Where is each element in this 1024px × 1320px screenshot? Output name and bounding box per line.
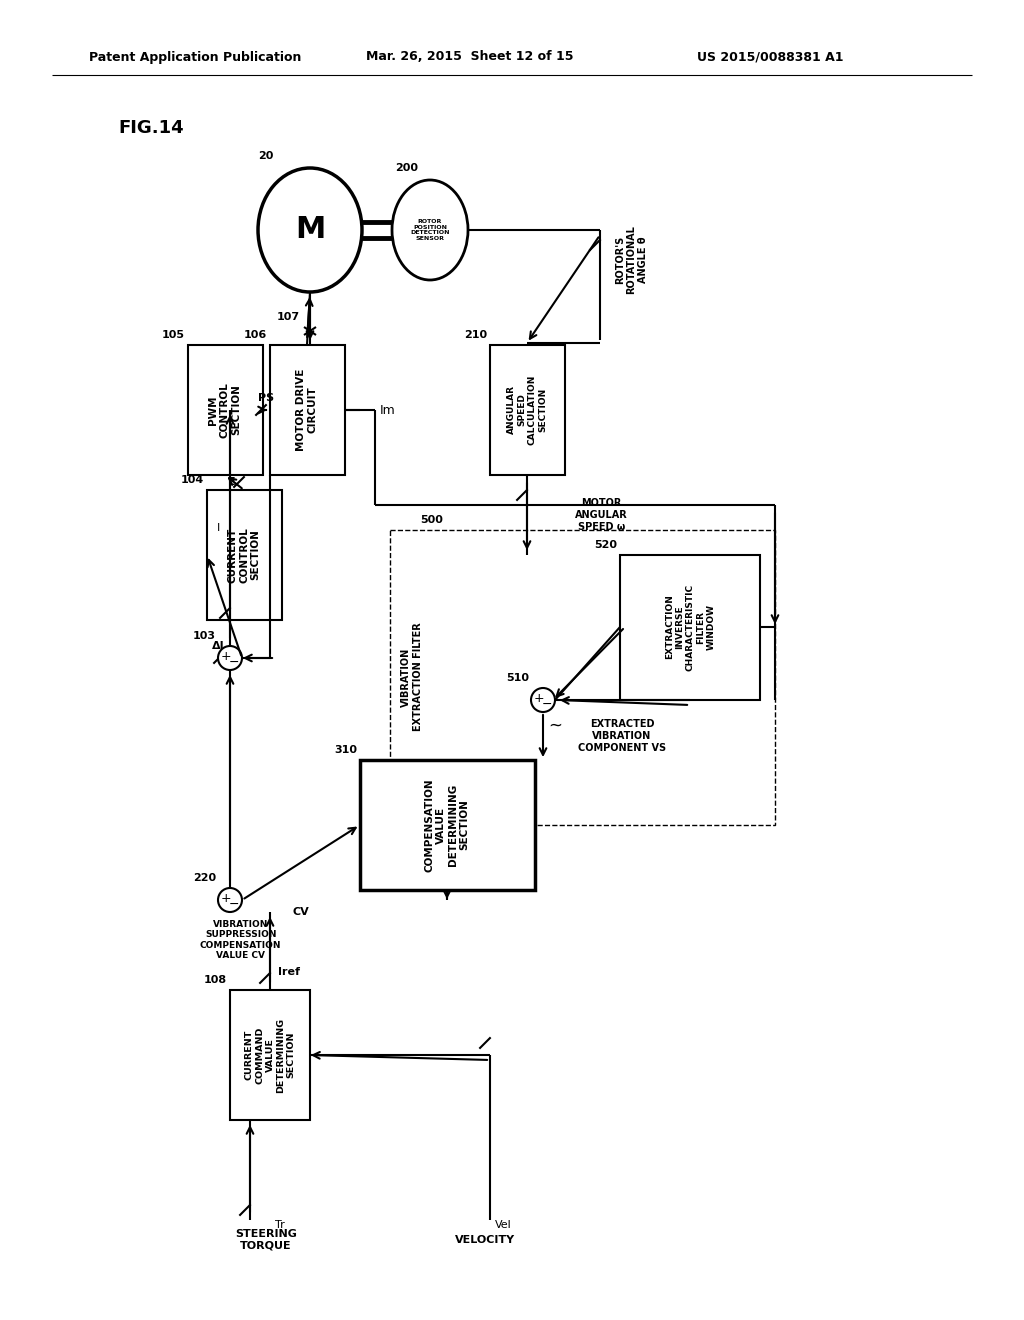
- Text: Iref: Iref: [278, 968, 300, 977]
- Text: MOTOR
ANGULAR
SPEED ω: MOTOR ANGULAR SPEED ω: [575, 499, 628, 532]
- Text: EXTRACTED
VIBRATION
COMPONENT VS: EXTRACTED VIBRATION COMPONENT VS: [578, 719, 667, 752]
- Text: US 2015/0088381 A1: US 2015/0088381 A1: [696, 50, 843, 63]
- Text: PWM
CONTROL
SECTION: PWM CONTROL SECTION: [209, 381, 242, 438]
- Text: ~: ~: [548, 717, 562, 735]
- Text: 20: 20: [258, 150, 273, 161]
- Text: 520: 520: [594, 540, 617, 550]
- Bar: [230, 990, 310, 1119]
- Text: I: I: [217, 523, 220, 533]
- Bar: [620, 554, 760, 700]
- Text: 500: 500: [420, 515, 442, 525]
- Bar: [188, 345, 263, 475]
- Text: Im: Im: [380, 404, 395, 417]
- Bar: [207, 490, 282, 620]
- Text: EXTRACTION
INVERSE
CHARACTERISTIC
FILTER
WINDOW: EXTRACTION INVERSE CHARACTERISTIC FILTER…: [665, 583, 716, 671]
- Text: 106: 106: [244, 330, 267, 341]
- Text: +: +: [221, 891, 231, 904]
- Ellipse shape: [258, 168, 362, 292]
- Text: −: −: [228, 898, 240, 911]
- Text: −: −: [542, 697, 552, 710]
- Circle shape: [218, 888, 242, 912]
- Text: CURRENT
CONTROL
SECTION: CURRENT CONTROL SECTION: [227, 527, 260, 583]
- Bar: [390, 531, 775, 825]
- Text: MOTOR DRIVE
CIRCUIT: MOTOR DRIVE CIRCUIT: [296, 368, 317, 451]
- Text: ANGULAR
SPEED
CALCULATION
SECTION: ANGULAR SPEED CALCULATION SECTION: [507, 375, 547, 445]
- Circle shape: [218, 645, 242, 671]
- Text: Mar. 26, 2015  Sheet 12 of 15: Mar. 26, 2015 Sheet 12 of 15: [367, 50, 573, 63]
- Text: FIG.14: FIG.14: [118, 119, 183, 137]
- Text: STEERING
TORQUE: STEERING TORQUE: [234, 1229, 297, 1251]
- Bar: [490, 345, 565, 475]
- Bar: [270, 345, 345, 475]
- Text: 103: 103: [193, 631, 216, 642]
- Text: CURRENT
COMMAND
VALUE
DETERMINING
SECTION: CURRENT COMMAND VALUE DETERMINING SECTIO…: [245, 1018, 295, 1093]
- Text: M: M: [295, 215, 326, 244]
- Ellipse shape: [392, 180, 468, 280]
- Text: VIBRATION
EXTRACTION FILTER: VIBRATION EXTRACTION FILTER: [401, 623, 423, 731]
- Text: +: +: [221, 649, 231, 663]
- Text: VIBRATION
SUPPRESSION
COMPENSATION
VALUE CV: VIBRATION SUPPRESSION COMPENSATION VALUE…: [200, 920, 282, 960]
- Bar: [360, 760, 535, 890]
- Text: Tr: Tr: [275, 1220, 285, 1230]
- Text: COMPENSATION
VALUE
DETERMINING
SECTION: COMPENSATION VALUE DETERMINING SECTION: [425, 779, 469, 871]
- Text: 210: 210: [464, 330, 487, 341]
- Text: CV: CV: [293, 907, 309, 917]
- Text: +: +: [534, 692, 545, 705]
- Text: Vel: Vel: [495, 1220, 512, 1230]
- Text: ROTOR
POSITION
DETECTION
SENSOR: ROTOR POSITION DETECTION SENSOR: [411, 219, 450, 242]
- Text: −: −: [228, 656, 240, 668]
- Text: E: E: [228, 477, 236, 487]
- Text: 510: 510: [506, 673, 529, 682]
- Text: VELOCITY: VELOCITY: [455, 1236, 515, 1245]
- Text: ΔI: ΔI: [212, 642, 224, 651]
- Text: 105: 105: [162, 330, 185, 341]
- Text: 310: 310: [334, 744, 357, 755]
- Text: PS: PS: [258, 393, 274, 403]
- Text: 108: 108: [204, 975, 227, 985]
- Text: ROTOR'S
ROTATIONAL
ANGLE θ: ROTOR'S ROTATIONAL ANGLE θ: [615, 226, 648, 294]
- Text: 200: 200: [395, 162, 418, 173]
- Text: 220: 220: [193, 873, 216, 883]
- Text: Patent Application Publication: Patent Application Publication: [89, 50, 301, 63]
- Text: 104: 104: [181, 475, 204, 484]
- Circle shape: [531, 688, 555, 711]
- Text: 107: 107: [276, 312, 300, 322]
